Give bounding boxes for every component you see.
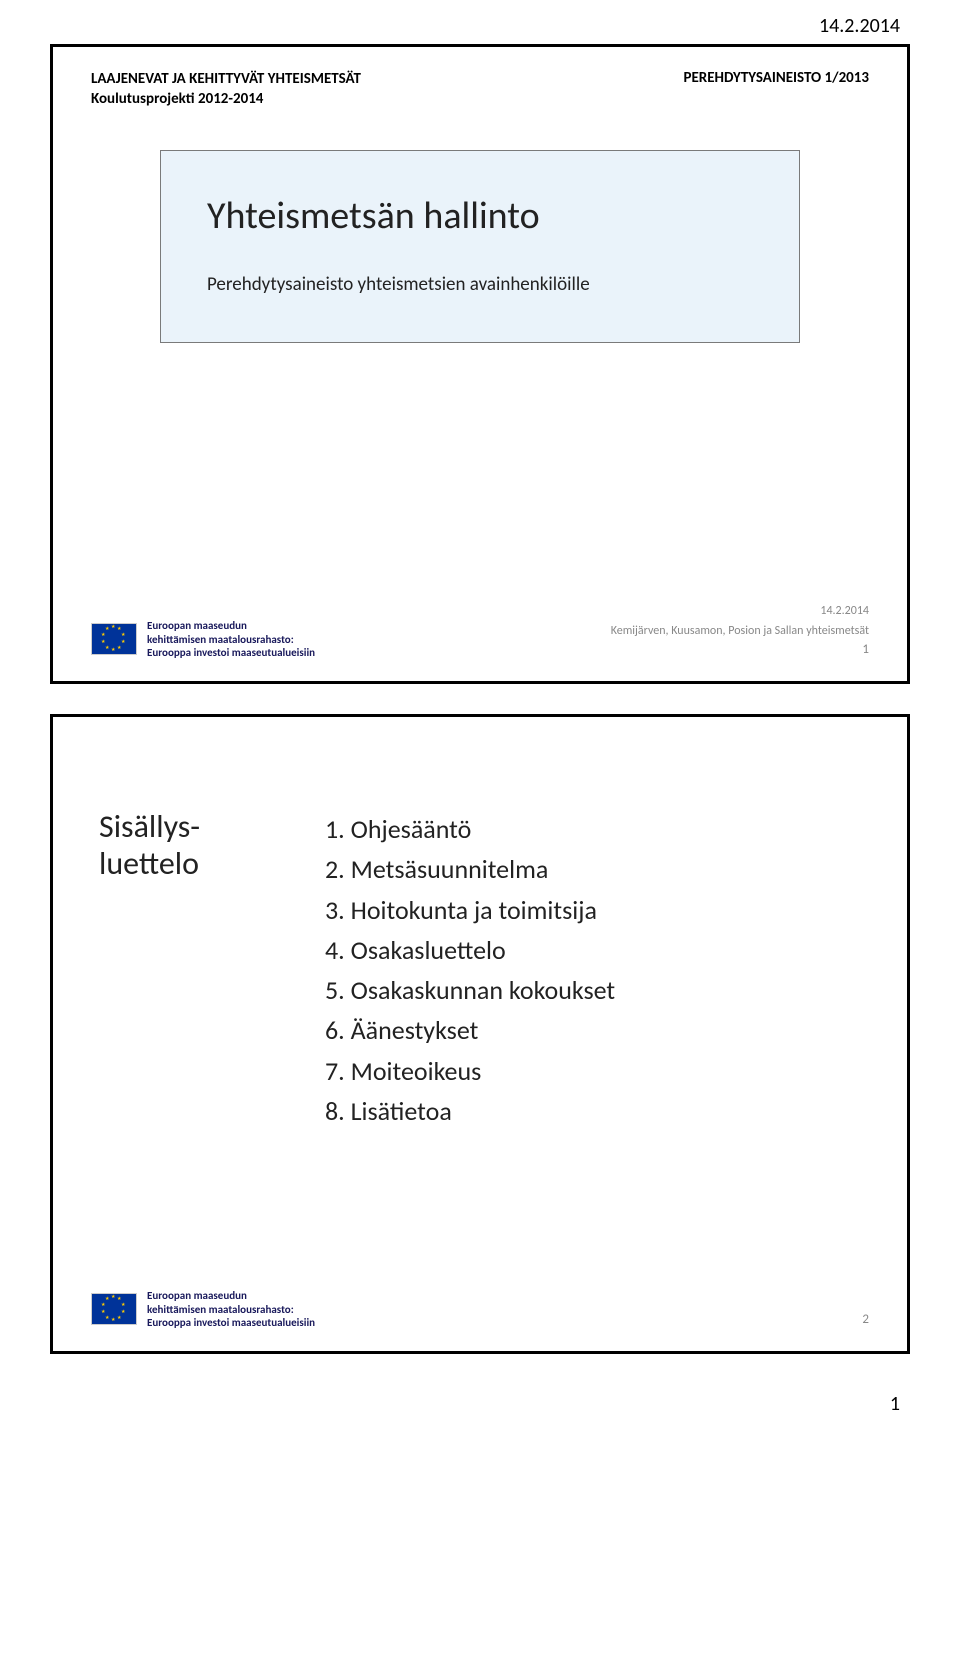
slide1-header-left-line1: LAAJENEVAT JA KEHITTYVÄT YHTEISMETSÄT [91, 69, 361, 89]
toc-list: 1. Ohjesääntö 2. Metsäsuunnitelma 3. Hoi… [325, 809, 615, 1131]
eu-line2: kehittämisen maatalousrahasto: [147, 1303, 315, 1316]
toc-item-2: 2. Metsäsuunnitelma [325, 849, 615, 889]
slide2-footer: ★ ★ ★ ★ ★ ★ ★ ★ ★ ★ Euroopan maaseudun k… [91, 1289, 869, 1329]
eu-funding-block: ★ ★ ★ ★ ★ ★ ★ ★ ★ ★ Euroopan maaseudun k… [91, 619, 315, 659]
eu-line3: Eurooppa investoi maaseutualueisiin [147, 646, 315, 659]
page-header-date: 14.2.2014 [0, 0, 960, 44]
slide1-header-left-line2: Koulutusprojekti 2012-2014 [91, 89, 361, 109]
slide2-footer-right: 2 [862, 1310, 869, 1330]
slide1-subtitle: Perehdytysaineisto yhteismetsien avainhe… [207, 273, 753, 296]
slide1-header-left: LAAJENEVAT JA KEHITTYVÄT YHTEISMETSÄT Ko… [91, 69, 361, 110]
slide-2: Sisällys- luettelo 1. Ohjesääntö 2. Mets… [50, 714, 910, 1354]
slide1-header-right: PEREHDYTYSAINEISTO 1/2013 [683, 69, 869, 87]
toc-item-8: 8. Lisätietoa [325, 1091, 615, 1131]
eu-line3: Eurooppa investoi maaseutualueisiin [147, 1316, 315, 1329]
toc-heading-line1: Sisällys- [99, 807, 200, 846]
eu-flag-icon: ★ ★ ★ ★ ★ ★ ★ ★ ★ ★ [91, 623, 137, 655]
eu-line1: Euroopan maaseudun [147, 1289, 315, 1302]
toc-item-5: 5. Osakaskunnan kokoukset [325, 970, 615, 1010]
slide-1: LAAJENEVAT JA KEHITTYVÄT YHTEISMETSÄT Ko… [50, 44, 910, 684]
slide1-header: LAAJENEVAT JA KEHITTYVÄT YHTEISMETSÄT Ko… [91, 69, 869, 110]
eu-line2: kehittämisen maatalousrahasto: [147, 633, 315, 646]
eu-flag-icon: ★ ★ ★ ★ ★ ★ ★ ★ ★ ★ [91, 1293, 137, 1325]
slide1-footer: ★ ★ ★ ★ ★ ★ ★ ★ ★ ★ Euroopan maaseudun k… [91, 602, 869, 660]
eu-funding-text: Euroopan maaseudun kehittämisen maatalou… [147, 619, 315, 659]
toc-item-6: 6. Äänestykset [325, 1010, 615, 1050]
toc-heading-line2: luettelo [99, 844, 199, 883]
toc-heading: Sisällys- luettelo [99, 809, 269, 1131]
toc-item-1: 1. Ohjesääntö [325, 809, 615, 849]
toc-item-7: 7. Moiteoikeus [325, 1051, 615, 1091]
slide1-title-box: Yhteismetsän hallinto Perehdytysaineisto… [160, 150, 800, 343]
eu-line1: Euroopan maaseudun [147, 619, 315, 632]
slide1-footer-right: 14.2.2014 Kemijärven, Kuusamon, Posion j… [611, 602, 869, 660]
eu-stars: ★ ★ ★ ★ ★ ★ ★ ★ ★ ★ [101, 626, 127, 652]
slide1-title: Yhteismetsän hallinto [207, 193, 753, 239]
slide2-body: Sisällys- luettelo 1. Ohjesääntö 2. Mets… [99, 809, 869, 1131]
slide1-footer-date: 14.2.2014 [611, 602, 869, 620]
eu-funding-block: ★ ★ ★ ★ ★ ★ ★ ★ ★ ★ Euroopan maaseudun k… [91, 1289, 315, 1329]
eu-stars: ★ ★ ★ ★ ★ ★ ★ ★ ★ ★ [101, 1296, 127, 1322]
slide1-footer-num: 1 [611, 640, 869, 660]
toc-item-4: 4. Osakasluettelo [325, 930, 615, 970]
toc-item-3: 3. Hoitokunta ja toimitsija [325, 890, 615, 930]
slide2-footer-num: 2 [862, 1310, 869, 1330]
eu-funding-text: Euroopan maaseudun kehittämisen maatalou… [147, 1289, 315, 1329]
page-footer-num: 1 [0, 1384, 960, 1440]
slide1-footer-source: Kemijärven, Kuusamon, Posion ja Sallan y… [611, 622, 869, 640]
